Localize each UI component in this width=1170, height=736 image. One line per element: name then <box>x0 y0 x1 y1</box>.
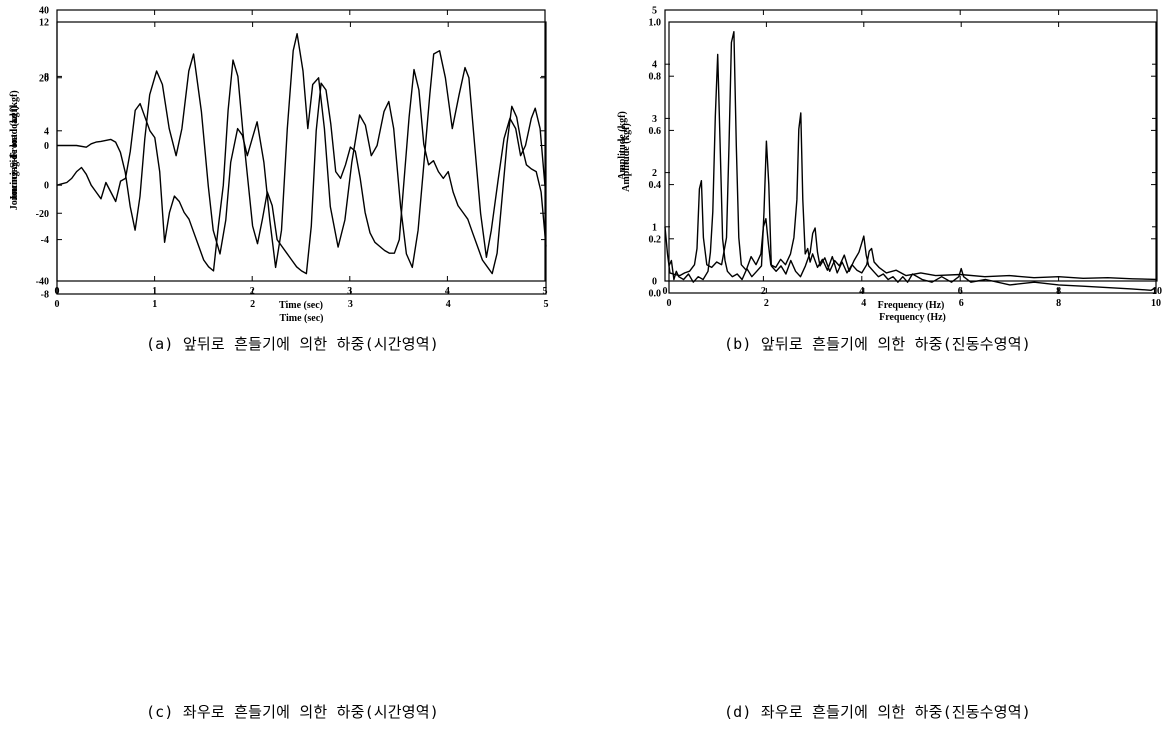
caption-d: (d) 좌우로 흔들기에 의한 하중(진동수영역) <box>723 703 1032 721</box>
plot-frame <box>664 9 1158 282</box>
plot-frame <box>668 21 1157 294</box>
y-tick-label: 40 <box>39 6 49 17</box>
x-tick-label: 2 <box>250 299 255 310</box>
caption-c: (c) 좌우로 흔들기에 의한 하중(시간영역) <box>145 703 440 721</box>
x-tick-label: 6 <box>959 298 964 309</box>
plot-frame <box>56 9 546 282</box>
x-tick-label: 0 <box>663 286 668 297</box>
y-axis-title: Jouncing-Side load (kgf) <box>9 106 20 210</box>
y-tick-label: 0.0 <box>649 289 662 300</box>
y-tick-label: 5 <box>652 6 657 17</box>
chart-b: 0 2 4 6 8 10 0 1 2 3 4 5 Frequency (Hz) Amplitude (kg… <box>617 6 1162 312</box>
x-tick-label: 1 <box>152 299 157 310</box>
y-tick-label: 0 <box>44 181 49 192</box>
series-line <box>56 59 547 275</box>
y-tick-label: 2 <box>652 168 657 179</box>
y-tick-label: 4 <box>652 60 657 71</box>
y-tick-label: 1.0 <box>649 18 662 29</box>
y-axis-title: Jouncing-Front load (kgf) <box>9 90 20 200</box>
x-tick-label: 5 <box>543 286 548 297</box>
y-tick-label: 0.4 <box>649 180 662 191</box>
y-tick-label: 4 <box>44 126 49 137</box>
series-line <box>664 31 1158 281</box>
y-tick-label: -20 <box>36 209 49 220</box>
x-tick-label: 4 <box>861 298 866 309</box>
x-tick-label: 4 <box>859 286 864 297</box>
x-tick-label: 8 <box>1056 298 1061 309</box>
plot-frame <box>56 21 547 295</box>
y-tick-label: -40 <box>36 277 49 288</box>
x-tick-label: 2 <box>761 286 766 297</box>
y-axis-title: Amplitude (kgf) <box>621 123 632 192</box>
x-tick-label: 3 <box>348 299 353 310</box>
y-tick-label: 0.2 <box>649 234 662 245</box>
x-tick-label: 3 <box>347 286 352 297</box>
x-tick-label: 0 <box>55 299 60 310</box>
panel-c: 0 1 2 3 4 5 -8 -4 0 4 8 12 Time (sec) Jouncing-Side l… <box>0 18 585 736</box>
x-axis-title: Frequency (Hz) <box>878 300 945 311</box>
x-axis-title: Frequency (Hz) <box>879 312 946 323</box>
x-tick-label: 2 <box>764 298 769 309</box>
panel-d: 0 2 4 6 8 10 0.0 0.2 0.4 0.6 0.8 1.0 Frequency (Hz) A… <box>585 18 1170 736</box>
y-tick-label: 8 <box>44 72 49 83</box>
x-axis-title: Time (sec) <box>280 313 324 324</box>
x-tick-label: 5 <box>544 299 549 310</box>
x-tick-label: 6 <box>958 286 963 297</box>
y-tick-label: 0.8 <box>649 72 662 83</box>
y-tick-label: 20 <box>39 73 49 84</box>
y-tick-label: 1 <box>652 222 657 233</box>
y-tick-label: 12 <box>39 18 49 29</box>
caption-b: (b) 앞뒤로 흔들기에 의한 하중(진동수영역) <box>723 335 1032 353</box>
series-line <box>57 33 546 269</box>
y-tick-label: -4 <box>41 235 49 246</box>
y-axis-title: Amplitude (kgf) <box>617 111 628 180</box>
x-tick-label: 10 <box>1151 298 1161 309</box>
panel-b: 0 2 4 6 8 10 0 1 2 3 4 5 Frequency (Hz) Amplitude (kg… <box>585 0 1170 368</box>
x-axis-title: Time (sec) <box>279 300 323 311</box>
x-tick-label: 0 <box>667 298 672 309</box>
x-tick-label: 4 <box>446 299 451 310</box>
x-tick-label: 10 <box>1152 286 1162 297</box>
y-tick-label: -8 <box>41 290 49 301</box>
series-line <box>668 53 1157 292</box>
y-tick-label: 0 <box>44 141 49 152</box>
y-tick-label: 3 <box>652 114 657 125</box>
caption-a: (a) 앞뒤로 흔들기에 의한 하중(시간영역) <box>145 335 440 353</box>
y-tick-label: 0.6 <box>649 126 662 137</box>
x-tick-label: 4 <box>445 286 450 297</box>
y-tick-label: 0 <box>652 277 657 288</box>
